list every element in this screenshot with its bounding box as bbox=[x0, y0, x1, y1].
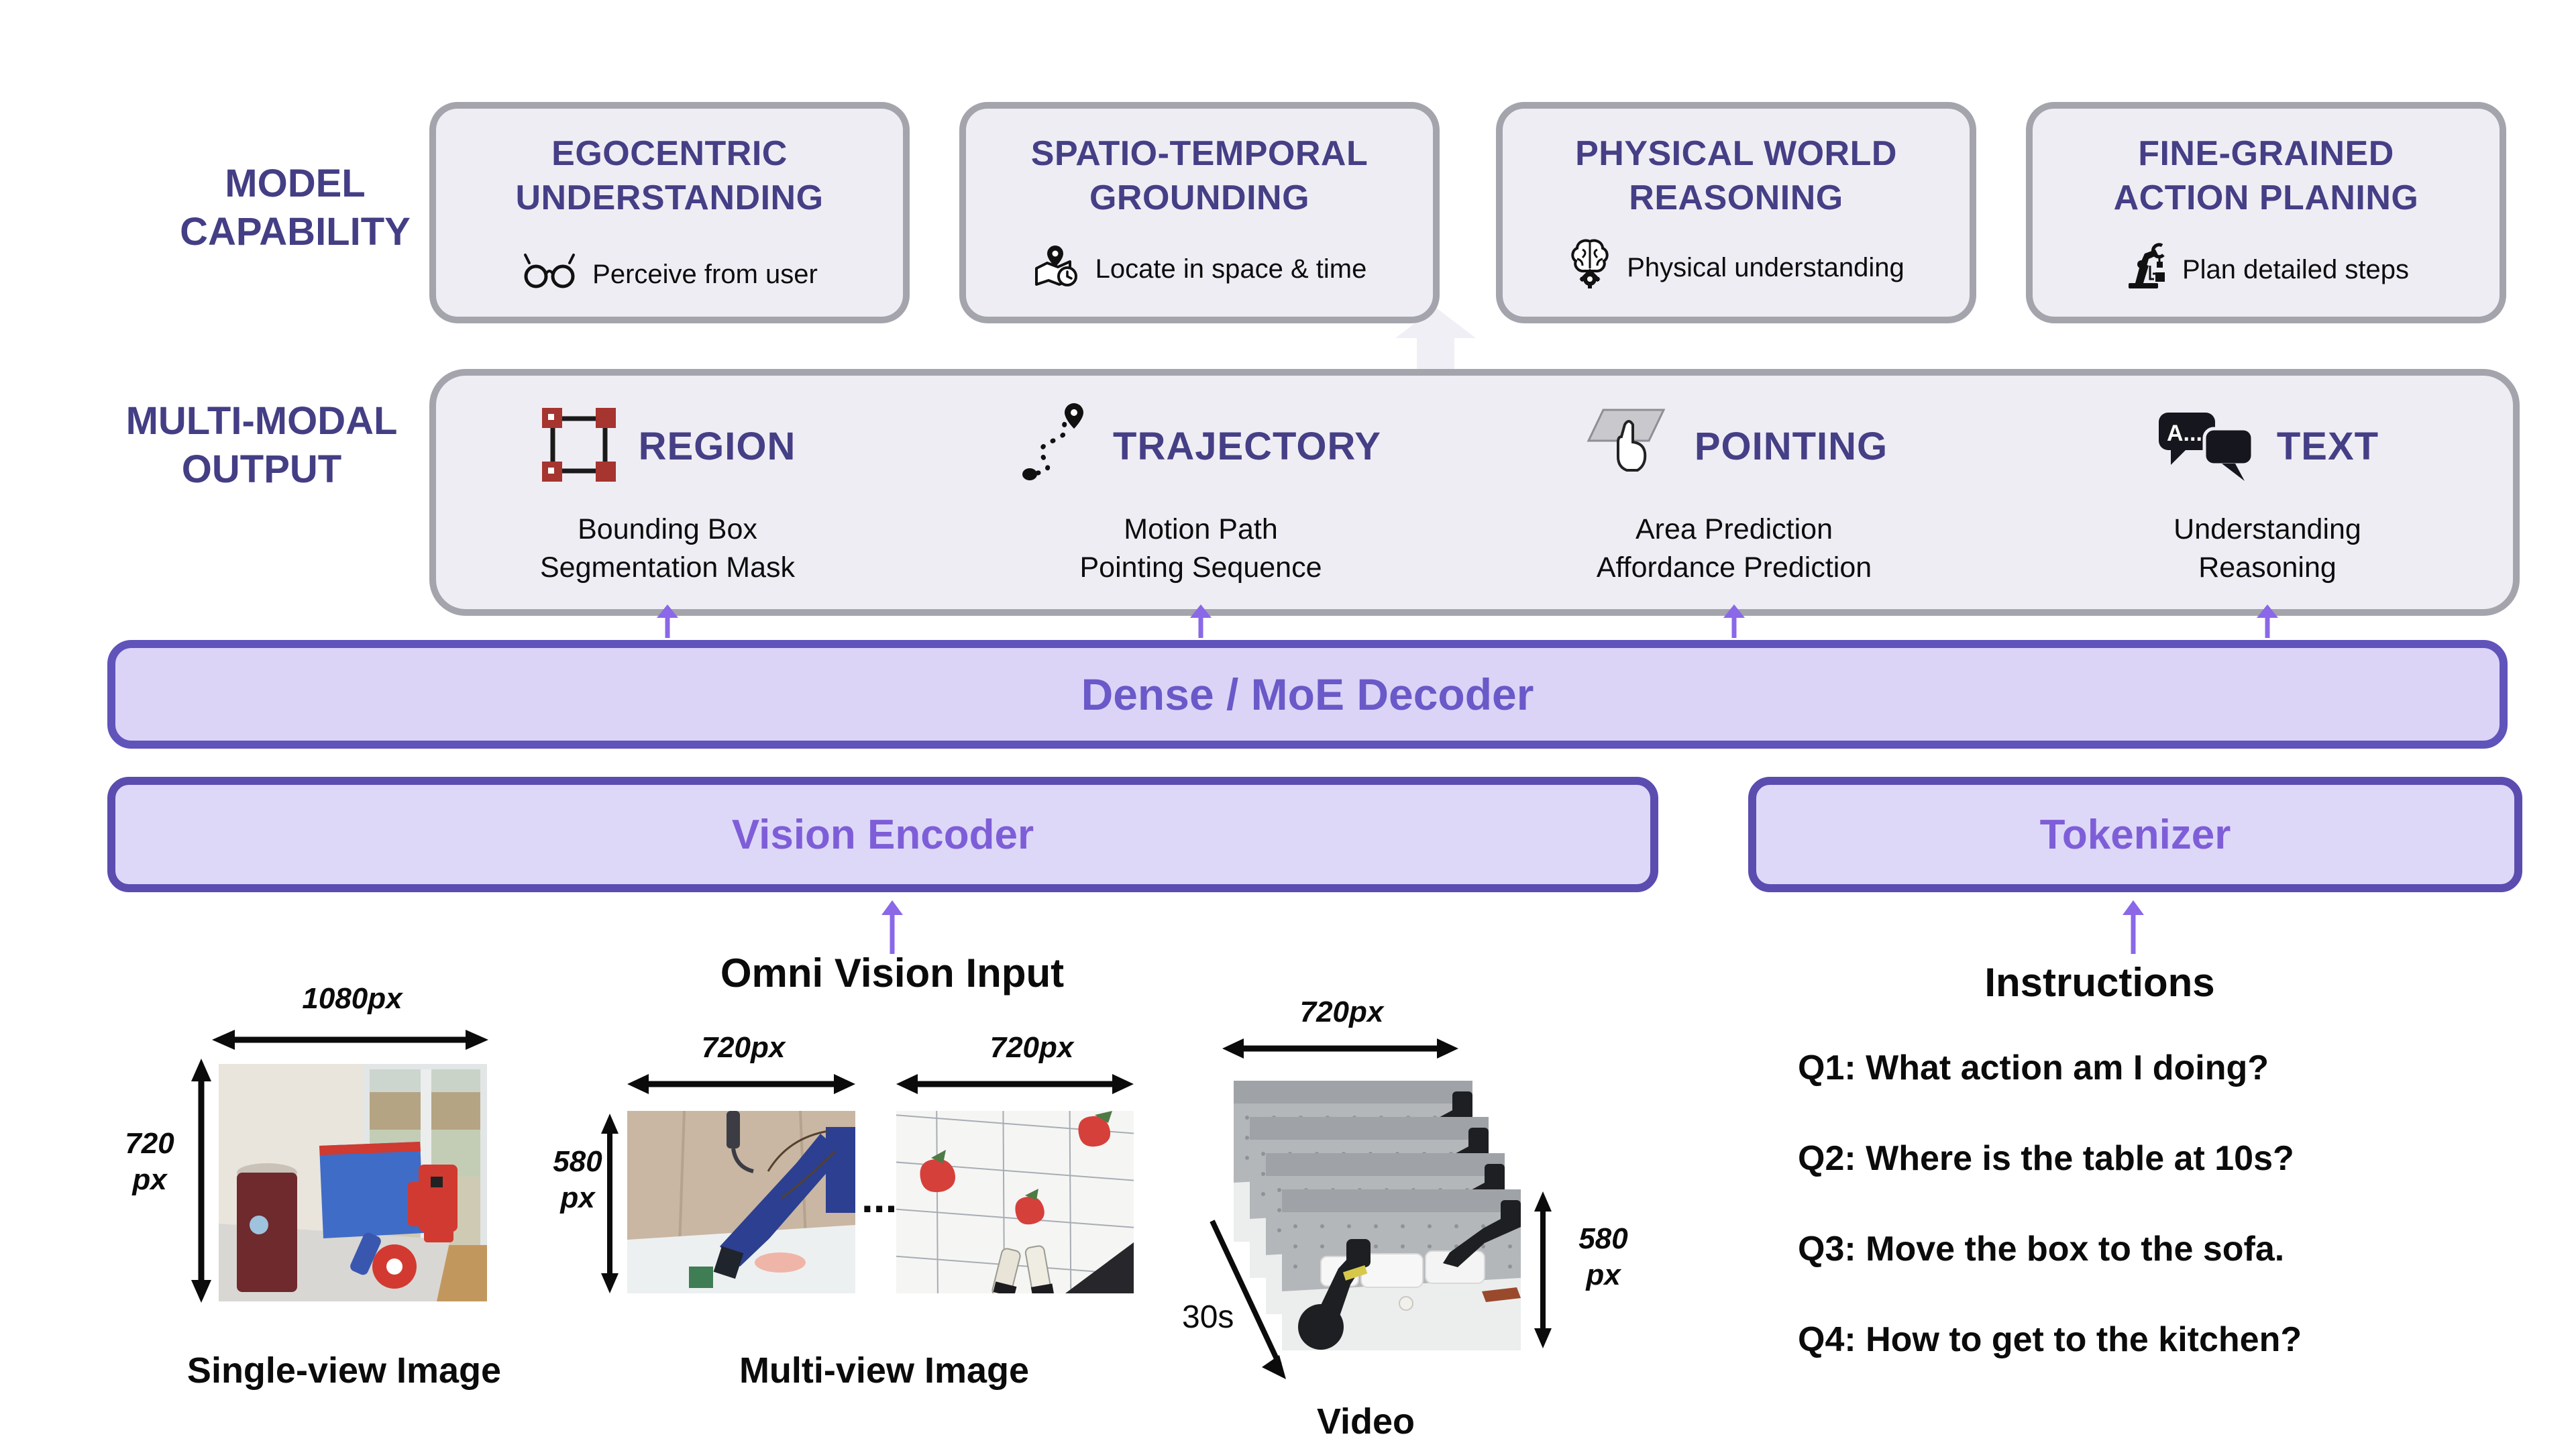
width-arrow-icon bbox=[1222, 1038, 1458, 1059]
multimodal-output-panel bbox=[429, 369, 2520, 616]
multimodal-output-line2: OUTPUT bbox=[181, 447, 342, 491]
multi-view-photo-1 bbox=[627, 1111, 855, 1293]
output-line: Motion Path bbox=[1124, 513, 1278, 545]
output-group-trajectory: TRAJECTORY Motion Path Pointing Sequence bbox=[939, 392, 1462, 587]
vision-encoder-label: Vision Encoder bbox=[731, 811, 1034, 858]
height-arrow-icon bbox=[601, 1114, 619, 1293]
width-arrow-icon bbox=[896, 1074, 1134, 1094]
pointing-hand-icon bbox=[1580, 405, 1674, 488]
tokenizer-label: Tokenizer bbox=[2039, 811, 2231, 858]
up-arrow-icon bbox=[657, 604, 678, 638]
capability-card-action: FINE-GRAINED ACTION PLANING bbox=[2026, 102, 2506, 323]
output-title: POINTING bbox=[1694, 424, 1888, 468]
model-capability-label: MODEL CAPABILITY bbox=[87, 160, 503, 256]
output-line: Pointing Sequence bbox=[1079, 551, 1322, 584]
duration-arrow-icon bbox=[1210, 1220, 1286, 1379]
output-group-text: A... TEXT Understanding Reasoning bbox=[2006, 392, 2529, 587]
video-frame bbox=[1282, 1189, 1521, 1354]
output-title: TEXT bbox=[2276, 424, 2379, 468]
output-line: Understanding bbox=[2174, 513, 2361, 545]
multi-view-photo-2 bbox=[896, 1111, 1134, 1293]
capability-title: SPATIO-TEMPORAL GROUNDING bbox=[1030, 134, 1368, 217]
chat-bubbles-icon: A... bbox=[2156, 406, 2257, 487]
multi-view-label: Multi-view Image bbox=[739, 1350, 1030, 1391]
output-group-pointing: POINTING Area Prediction Affordance Pred… bbox=[1472, 392, 1996, 587]
chat-bubble-text: A... bbox=[2167, 421, 2202, 446]
video-width-label: 720px bbox=[1299, 996, 1384, 1028]
output-title: TRAJECTORY bbox=[1113, 424, 1381, 468]
multi-view-width-label-2: 720px bbox=[989, 1031, 1074, 1064]
capability-desc: Perceive from user bbox=[592, 259, 818, 289]
width-arrow-icon bbox=[212, 1030, 488, 1050]
output-line: Area Prediction bbox=[1635, 513, 1833, 545]
video-label: Video bbox=[1316, 1401, 1415, 1442]
question-2: Q2: Where is the table at 10s? bbox=[1798, 1139, 2294, 1178]
up-arrow-icon bbox=[1723, 604, 1745, 638]
single-view-width-label: 1080px bbox=[302, 982, 402, 1015]
single-view-label: Single-view Image bbox=[186, 1350, 502, 1391]
capability-card-egocentric: EGOCENTRIC UNDERSTANDING Perceive from u… bbox=[429, 102, 910, 323]
multi-view-ellipsis: ... bbox=[861, 1173, 898, 1222]
multi-view-height-label: 580 px bbox=[553, 1145, 602, 1214]
output-group-region: REGION Bounding Box Segmentation Mask bbox=[406, 392, 929, 587]
single-view-height-label: 720 px bbox=[125, 1127, 174, 1196]
question-1: Q1: What action am I doing? bbox=[1798, 1049, 2269, 1087]
capability-card-spatiotemporal: SPATIO-TEMPORAL GROUNDING Locate in spac… bbox=[959, 102, 1440, 323]
omni-vision-input-title: Omni Vision Input bbox=[720, 951, 1065, 996]
up-arrow-icon bbox=[881, 900, 903, 954]
capability-title: PHYSICAL WORLD REASONING bbox=[1575, 134, 1897, 217]
video-duration-label: 30s bbox=[1182, 1299, 1234, 1335]
instructions-title: Instructions bbox=[1984, 960, 2215, 1005]
decoder-bar: Dense / MoE Decoder bbox=[107, 640, 2508, 749]
capability-title: FINE-GRAINED ACTION PLANING bbox=[2113, 134, 2419, 217]
robot-arm-icon bbox=[2123, 243, 2167, 297]
trajectory-path-icon bbox=[1020, 402, 1093, 491]
output-line: Reasoning bbox=[2198, 551, 2337, 584]
width-arrow-icon bbox=[627, 1074, 855, 1094]
up-arrow-icon bbox=[2123, 900, 2144, 954]
capability-desc: Physical understanding bbox=[1627, 252, 1904, 282]
question-4: Q4: How to get to the kitchen? bbox=[1798, 1320, 2302, 1359]
model-capability-line1: MODEL bbox=[225, 162, 366, 205]
vision-encoder-bar: Vision Encoder bbox=[107, 777, 1658, 892]
brain-gear-icon bbox=[1568, 239, 1612, 297]
decoder-label: Dense / MoE Decoder bbox=[1081, 669, 1534, 719]
single-view-photo bbox=[219, 1064, 487, 1301]
tokenizer-bar: Tokenizer bbox=[1748, 777, 2522, 892]
multimodal-output-label: MULTI-MODAL OUTPUT bbox=[54, 397, 470, 494]
bounding-box-icon bbox=[539, 405, 619, 488]
map-pin-clock-icon bbox=[1032, 241, 1081, 297]
output-line: Bounding Box bbox=[578, 513, 757, 545]
capability-title: EGOCENTRIC UNDERSTANDING bbox=[515, 134, 824, 217]
glasses-icon bbox=[521, 252, 578, 297]
model-capability-line2: CAPABILITY bbox=[180, 210, 411, 254]
output-title: REGION bbox=[638, 424, 796, 468]
multi-view-width-label-1: 720px bbox=[701, 1031, 786, 1064]
output-line: Affordance Prediction bbox=[1596, 551, 1872, 584]
height-arrow-icon bbox=[191, 1059, 211, 1303]
up-arrow-icon bbox=[1190, 604, 1212, 638]
output-line: Segmentation Mask bbox=[539, 551, 796, 584]
capability-card-physical: PHYSICAL WORLD REASONING P bbox=[1496, 102, 1976, 323]
height-arrow-icon bbox=[1534, 1191, 1552, 1348]
question-3: Q3: Move the box to the sofa. bbox=[1798, 1230, 2285, 1269]
capability-desc: Plan detailed steps bbox=[2182, 254, 2409, 284]
video-height-label: 580 px bbox=[1578, 1222, 1628, 1291]
up-arrow-icon bbox=[2257, 604, 2278, 638]
multimodal-output-line1: MULTI-MODAL bbox=[125, 399, 398, 443]
capability-desc: Locate in space & time bbox=[1095, 254, 1367, 284]
